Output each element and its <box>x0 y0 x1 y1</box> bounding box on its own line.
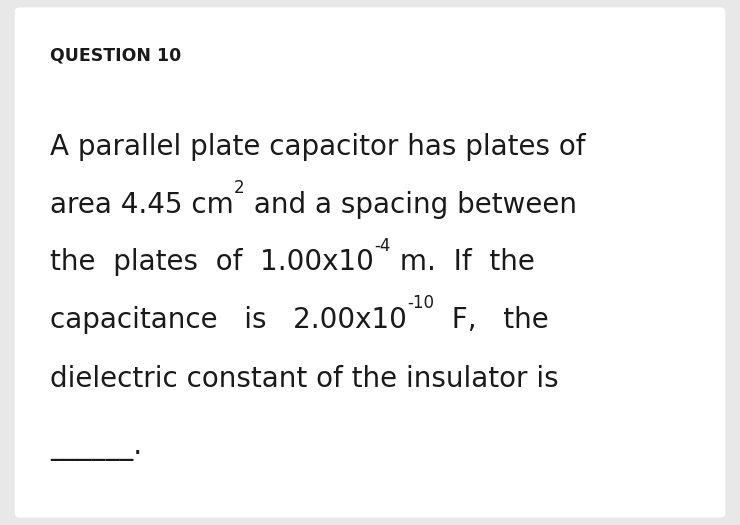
Text: the  plates  of  1.00x10: the plates of 1.00x10 <box>50 248 374 277</box>
Text: dielectric constant of the insulator is: dielectric constant of the insulator is <box>50 365 559 393</box>
Text: A parallel plate capacitor has plates of: A parallel plate capacitor has plates of <box>50 133 586 161</box>
Text: 2: 2 <box>234 179 245 197</box>
Text: ______.: ______. <box>50 433 142 461</box>
Text: and a spacing between: and a spacing between <box>245 191 576 219</box>
Text: F,   the: F, the <box>434 306 549 334</box>
Text: QUESTION 10: QUESTION 10 <box>50 46 181 64</box>
Text: area 4.45 cm: area 4.45 cm <box>50 191 234 219</box>
Text: m.  If  the: m. If the <box>391 248 534 277</box>
Text: -4: -4 <box>374 237 391 255</box>
Text: -10: -10 <box>407 295 434 312</box>
Text: capacitance   is   2.00x10: capacitance is 2.00x10 <box>50 306 407 334</box>
